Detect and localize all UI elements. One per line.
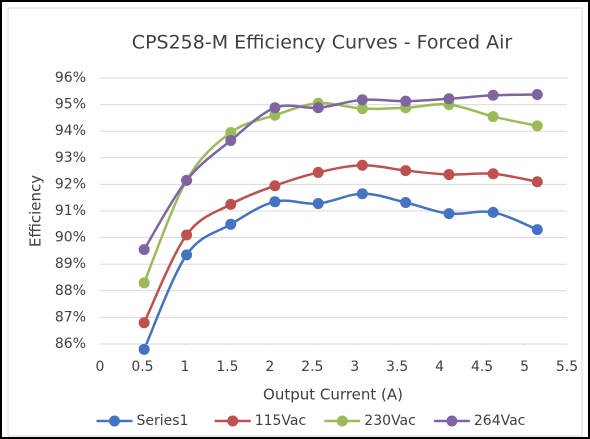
x-axis-title: Output Current (A) xyxy=(263,386,403,404)
data-point xyxy=(443,169,455,181)
chart-border xyxy=(7,7,583,437)
data-point xyxy=(531,88,543,100)
x-tick-label: 1.5 xyxy=(216,359,238,375)
data-point xyxy=(269,180,281,192)
legend-label: Series1 xyxy=(137,413,189,429)
data-point xyxy=(225,127,237,139)
plot-area xyxy=(142,93,538,344)
data-point xyxy=(138,277,150,289)
y-tick-label: 86% xyxy=(55,336,86,352)
legend-marker xyxy=(227,415,239,427)
data-point xyxy=(138,343,150,355)
x-tick-label: 0 xyxy=(96,359,105,375)
data-point xyxy=(225,198,237,210)
legend-label: 230Vac xyxy=(364,413,416,429)
data-point xyxy=(487,111,499,123)
x-tick-label: 3.5 xyxy=(386,359,408,375)
data-point xyxy=(356,94,368,106)
data-point xyxy=(312,102,324,114)
data-point xyxy=(531,120,543,132)
data-point xyxy=(531,176,543,188)
data-point xyxy=(443,208,455,220)
data-point xyxy=(531,224,543,236)
y-tick-label: 96% xyxy=(55,70,86,86)
chart-title: CPS258-M Efficiency Curves - Forced Air xyxy=(132,32,513,54)
data-point xyxy=(487,206,499,218)
legend-marker xyxy=(446,415,458,427)
series-line xyxy=(145,192,538,344)
data-point xyxy=(356,188,368,200)
legend-label: 115Vac xyxy=(255,413,307,429)
x-tick-label: 4 xyxy=(435,359,444,375)
data-point xyxy=(356,159,368,171)
y-tick-label: 89% xyxy=(55,256,86,272)
y-tick-label: 90% xyxy=(55,230,86,246)
y-tick-label: 91% xyxy=(55,203,86,219)
data-point xyxy=(138,244,150,256)
legend-label: 264Vac xyxy=(474,413,526,429)
data-point xyxy=(181,229,193,241)
data-point xyxy=(181,174,193,186)
data-point xyxy=(312,198,324,210)
series-line xyxy=(143,163,538,324)
data-point xyxy=(269,102,281,114)
y-tick-label: 93% xyxy=(55,150,86,166)
data-point xyxy=(400,95,412,107)
y-tick-label: 87% xyxy=(55,309,86,325)
legend-marker xyxy=(336,415,348,427)
series-line xyxy=(143,93,538,251)
x-tick-label: 0.5 xyxy=(131,359,153,375)
data-point xyxy=(487,168,499,180)
legend-marker xyxy=(109,415,120,427)
data-point xyxy=(181,249,193,261)
x-tick-label: 4.5 xyxy=(471,359,493,375)
y-tick-label: 95% xyxy=(55,97,86,113)
data-point xyxy=(138,317,150,329)
series-line xyxy=(142,101,538,284)
data-point xyxy=(400,165,412,177)
data-point xyxy=(356,103,368,115)
data-point xyxy=(225,218,237,230)
data-point xyxy=(400,196,412,208)
y-tick-label: 92% xyxy=(55,176,86,192)
x-tick-label: 2 xyxy=(265,359,274,375)
x-tick-label: 2.5 xyxy=(301,359,323,375)
data-point xyxy=(487,89,499,101)
data-point xyxy=(225,135,237,147)
x-tick-label: 1 xyxy=(180,359,189,375)
x-tick-label: 5.5 xyxy=(556,359,578,375)
data-point xyxy=(312,166,324,178)
data-point xyxy=(443,93,455,105)
x-tick-label: 5 xyxy=(520,359,529,375)
y-tick-label: 88% xyxy=(55,283,86,299)
y-tick-label: 94% xyxy=(55,123,86,139)
x-tick-label: 3 xyxy=(350,359,359,375)
data-point xyxy=(269,196,281,208)
y-axis-title: Efficiency xyxy=(27,175,45,247)
